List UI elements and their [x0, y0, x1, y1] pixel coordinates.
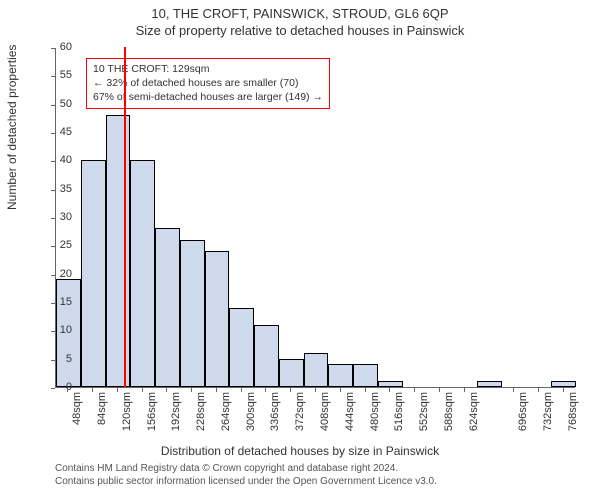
histogram-bar	[106, 115, 131, 387]
x-tick-mark	[191, 388, 192, 392]
chart-title-address: 10, THE CROFT, PAINSWICK, STROUD, GL6 6Q…	[0, 0, 600, 21]
y-tick-label: 0	[32, 381, 72, 393]
x-tick-label: 588sqm	[443, 392, 455, 436]
x-tick-label: 300sqm	[245, 392, 257, 436]
x-tick-label: 732sqm	[542, 392, 554, 436]
x-tick-label: 228sqm	[195, 392, 207, 436]
footer-line2: Contains public sector information licen…	[55, 475, 437, 488]
x-tick-mark	[142, 388, 143, 392]
x-tick-mark	[166, 388, 167, 392]
x-tick-label: 696sqm	[517, 392, 529, 436]
y-tick-label: 60	[32, 41, 72, 53]
y-tick-mark	[51, 133, 55, 134]
histogram-bar	[229, 308, 254, 387]
x-tick-mark	[216, 388, 217, 392]
y-tick-mark	[51, 303, 55, 304]
histogram-bar	[304, 353, 329, 387]
histogram-bar	[279, 359, 304, 387]
x-tick-mark	[513, 388, 514, 392]
x-tick-label: 48sqm	[71, 392, 83, 436]
y-tick-label: 10	[32, 324, 72, 336]
histogram-bar	[551, 381, 576, 387]
histogram-bar	[328, 364, 353, 387]
x-tick-label: 408sqm	[319, 392, 331, 436]
y-tick-label: 25	[32, 239, 72, 251]
info-box-line3: 67% of semi-detached houses are larger (…	[93, 90, 323, 104]
x-tick-label: 372sqm	[294, 392, 306, 436]
info-box-line1: 10 THE CROFT: 129sqm	[93, 62, 323, 76]
x-tick-mark	[265, 388, 266, 392]
histogram-bar	[180, 240, 205, 387]
x-tick-label: 156sqm	[146, 392, 158, 436]
x-tick-mark	[92, 388, 93, 392]
y-tick-label: 15	[32, 296, 72, 308]
marker-info-box: 10 THE CROFT: 129sqm ← 32% of detached h…	[86, 58, 330, 109]
y-tick-mark	[51, 275, 55, 276]
x-tick-mark	[241, 388, 242, 392]
y-tick-mark	[51, 76, 55, 77]
x-tick-label: 120sqm	[121, 392, 133, 436]
y-tick-label: 40	[32, 154, 72, 166]
x-tick-mark	[439, 388, 440, 392]
x-tick-mark	[315, 388, 316, 392]
y-tick-mark	[51, 388, 55, 389]
x-tick-label: 552sqm	[418, 392, 430, 436]
x-tick-label: 192sqm	[170, 392, 182, 436]
y-tick-mark	[51, 246, 55, 247]
histogram-bar	[205, 251, 230, 387]
x-axis-label: Distribution of detached houses by size …	[0, 444, 600, 458]
y-tick-label: 30	[32, 211, 72, 223]
histogram-bar	[155, 228, 180, 387]
footer-attribution: Contains HM Land Registry data © Crown c…	[55, 462, 437, 488]
x-tick-mark	[67, 388, 68, 392]
x-tick-label: 336sqm	[269, 392, 281, 436]
histogram-bar	[378, 381, 403, 387]
y-tick-label: 55	[32, 69, 72, 81]
y-tick-mark	[51, 360, 55, 361]
y-tick-mark	[51, 48, 55, 49]
chart-subtitle: Size of property relative to detached ho…	[0, 21, 600, 38]
y-tick-mark	[51, 190, 55, 191]
y-tick-label: 50	[32, 98, 72, 110]
histogram-bar	[254, 325, 279, 387]
x-tick-mark	[538, 388, 539, 392]
x-tick-mark	[340, 388, 341, 392]
x-tick-mark	[414, 388, 415, 392]
y-tick-mark	[51, 218, 55, 219]
histogram-bar	[130, 160, 155, 387]
x-tick-label: 516sqm	[393, 392, 405, 436]
x-tick-mark	[389, 388, 390, 392]
x-tick-label: 480sqm	[369, 392, 381, 436]
x-tick-label: 624sqm	[468, 392, 480, 436]
y-tick-mark	[51, 161, 55, 162]
chart-container: 10, THE CROFT, PAINSWICK, STROUD, GL6 6Q…	[0, 0, 600, 500]
y-axis-label: Number of detached properties	[5, 45, 19, 210]
info-box-line2: ← 32% of detached houses are smaller (70…	[93, 76, 323, 90]
y-tick-label: 35	[32, 183, 72, 195]
histogram-bar	[81, 160, 106, 387]
y-tick-mark	[51, 105, 55, 106]
footer-line1: Contains HM Land Registry data © Crown c…	[55, 462, 437, 475]
x-tick-label: 264sqm	[220, 392, 232, 436]
x-tick-mark	[563, 388, 564, 392]
x-tick-label: 84sqm	[96, 392, 108, 436]
y-tick-mark	[51, 331, 55, 332]
x-tick-mark	[290, 388, 291, 392]
x-tick-label: 768sqm	[567, 392, 579, 436]
y-tick-label: 45	[32, 126, 72, 138]
plot-area: 10 THE CROFT: 129sqm ← 32% of detached h…	[55, 48, 575, 388]
x-tick-mark	[365, 388, 366, 392]
y-tick-label: 5	[32, 353, 72, 365]
x-tick-mark	[117, 388, 118, 392]
histogram-bar	[477, 381, 502, 387]
x-tick-mark	[464, 388, 465, 392]
histogram-bar	[353, 364, 378, 387]
property-marker-line	[124, 47, 126, 387]
x-tick-label: 444sqm	[344, 392, 356, 436]
y-tick-label: 20	[32, 268, 72, 280]
